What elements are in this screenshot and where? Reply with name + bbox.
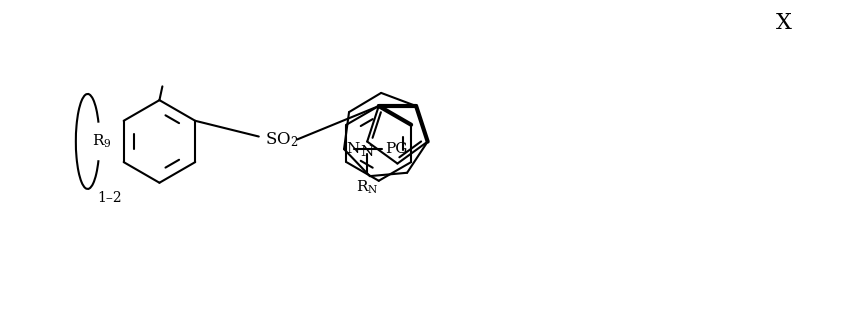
Text: X: X xyxy=(776,12,792,34)
Text: 1–2: 1–2 xyxy=(97,192,122,206)
Text: PG: PG xyxy=(385,142,408,156)
Text: N: N xyxy=(346,142,359,156)
Text: $\mathregular{SO_2}$: $\mathregular{SO_2}$ xyxy=(264,130,298,149)
Text: $\mathregular{R_N}$: $\mathregular{R_N}$ xyxy=(356,179,379,196)
Text: N: N xyxy=(361,144,374,159)
Text: $\mathregular{R_9}$: $\mathregular{R_9}$ xyxy=(91,133,111,150)
